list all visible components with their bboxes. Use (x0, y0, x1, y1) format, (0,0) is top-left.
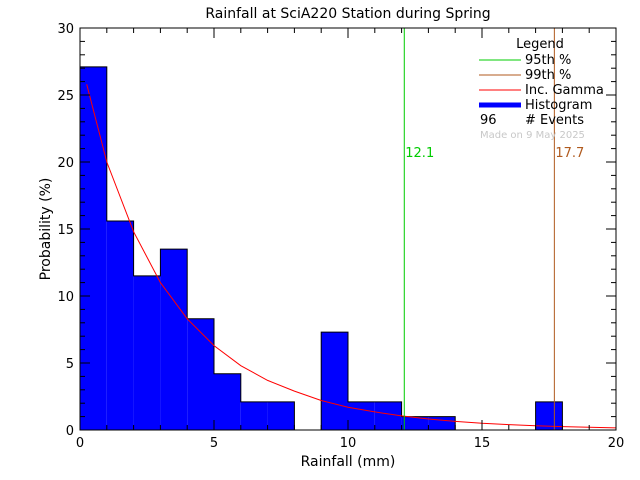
legend-entry-label: Inc. Gamma (525, 83, 604, 98)
events-count: 96 (480, 113, 497, 128)
y-axis-label: Probability (%) (38, 178, 54, 281)
legend-entry-label: 95th % (525, 53, 571, 68)
plot-axes: 0 5 10 15 20 0 5 10 15 20 25 30 (57, 22, 624, 451)
percentile-95-label: 12.1 (405, 146, 434, 161)
x-tick-label: 15 (474, 436, 491, 451)
y-tick-label: 20 (57, 156, 74, 171)
events-label: # Events (525, 113, 584, 128)
chart-title: Rainfall at SciA220 Station during Sprin… (205, 6, 490, 22)
y-tick-label: 25 (57, 89, 74, 104)
x-tick-label: 10 (340, 436, 357, 451)
histogram-bar (133, 275, 161, 430)
histogram-bar (374, 401, 402, 430)
histogram-bar (187, 318, 214, 430)
x-axis-label: Rainfall (mm) (301, 454, 396, 470)
histogram-bar (106, 220, 134, 430)
legend-title: Legend (516, 37, 564, 52)
histogram-bar (267, 401, 295, 430)
gamma-curve-group (86, 84, 617, 429)
histogram-bar (160, 249, 188, 430)
x-tick-label: 20 (608, 436, 625, 451)
x-tick-label: 0 (76, 436, 84, 451)
histogram-bar (535, 401, 563, 430)
histogram-bar (214, 373, 241, 430)
histogram-bar (240, 401, 268, 430)
histogram-bar (321, 332, 348, 430)
histogram-bar (348, 401, 375, 430)
x-tick-label: 5 (210, 436, 218, 451)
percentile-lines: 12.1 17.7 (403, 28, 584, 430)
y-tick-label: 15 (57, 223, 74, 238)
legend-entry-label: Histogram (525, 98, 592, 113)
y-tick-label: 0 (66, 424, 74, 439)
histogram-bar (401, 416, 429, 430)
y-tick-label: 30 (57, 22, 74, 37)
y-tick-label: 10 (57, 290, 74, 305)
legend-entry-label: 99th % (525, 68, 571, 83)
histogram-bar (428, 416, 456, 430)
histogram (79, 66, 616, 431)
made-on-note: Made on 9 May 2025 (480, 130, 585, 141)
y-tick-label: 5 (66, 357, 74, 372)
histogram-bar (80, 66, 107, 431)
gamma-curve (86, 84, 617, 429)
percentile-99-label: 17.7 (555, 146, 584, 161)
